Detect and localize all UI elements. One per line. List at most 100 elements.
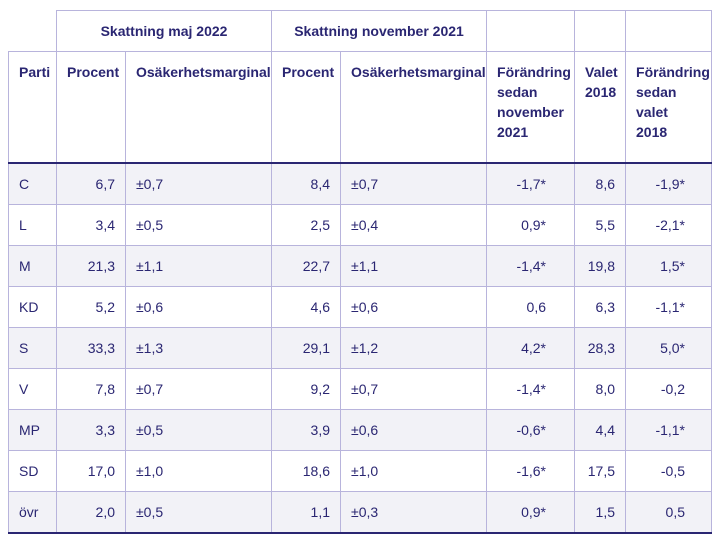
col-header-valet-2018: Valet 2018 (574, 51, 627, 164)
cell-forandring-valet: -2,1* (625, 204, 713, 246)
column-header-row: Parti Procent Osäkerhetsmarginal Procent… (8, 51, 713, 164)
cell-osakerhet-may: ±0,7 (124, 162, 273, 205)
cell-procent-may: 21,3 (56, 245, 126, 287)
cell-forandring-valet: -1,1* (625, 286, 713, 328)
cell-osakerhet-nov: ±0,3 (340, 491, 488, 534)
table-row: MP 3,3 ±0,5 3,9 ±0,6 -0,6* 4,4 -1,1* (8, 409, 713, 451)
table-row: KD 5,2 ±0,6 4,6 ±0,6 0,6 6,3 -1,1* (8, 286, 713, 328)
cell-valet-2018: 8,6 (574, 162, 627, 205)
cell-procent-nov: 8,4 (271, 162, 342, 205)
cell-procent-nov: 3,9 (271, 409, 342, 451)
cell-parti: L (8, 204, 57, 246)
header-blank-cell (8, 10, 57, 52)
cell-forandring-nov: 0,6 (486, 286, 576, 328)
cell-osakerhet-nov: ±0,7 (340, 368, 488, 410)
cell-forandring-nov: -1,7* (486, 162, 576, 205)
cell-valet-2018: 1,5 (574, 491, 627, 534)
cell-parti: V (8, 368, 57, 410)
cell-valet-2018: 4,4 (574, 409, 627, 451)
cell-osakerhet-nov: ±1,2 (340, 327, 488, 369)
table-row: S 33,3 ±1,3 29,1 ±1,2 4,2* 28,3 5,0* (8, 327, 713, 369)
cell-osakerhet-may: ±0,6 (124, 286, 273, 328)
group-header-blank-2 (574, 10, 627, 52)
col-header-procent-may: Procent (56, 51, 126, 164)
col-header-forandring-nov: Förändring sedan november 2021 (486, 51, 576, 164)
cell-procent-may: 6,7 (56, 162, 126, 205)
cell-procent-nov: 9,2 (271, 368, 342, 410)
cell-procent-may: 3,4 (56, 204, 126, 246)
cell-forandring-nov: -1,4* (486, 368, 576, 410)
cell-procent-nov: 22,7 (271, 245, 342, 287)
col-header-osakerhet-may: Osäkerhetsmarginal (124, 51, 273, 164)
cell-osakerhet-may: ±0,5 (124, 491, 273, 534)
cell-parti: MP (8, 409, 57, 451)
cell-forandring-nov: -0,6* (486, 409, 576, 451)
cell-forandring-nov: 0,9* (486, 204, 576, 246)
cell-osakerhet-nov: ±0,6 (340, 286, 488, 328)
cell-osakerhet-may: ±1,1 (124, 245, 273, 287)
cell-procent-may: 2,0 (56, 491, 126, 534)
cell-forandring-valet: 0,5 (625, 491, 713, 534)
cell-procent-nov: 4,6 (271, 286, 342, 328)
cell-valet-2018: 28,3 (574, 327, 627, 369)
cell-parti: KD (8, 286, 57, 328)
cell-valet-2018: 17,5 (574, 450, 627, 492)
cell-parti: C (8, 162, 57, 205)
col-header-procent-nov: Procent (271, 51, 342, 164)
table-row: SD 17,0 ±1,0 18,6 ±1,0 -1,6* 17,5 -0,5 (8, 450, 713, 492)
cell-forandring-valet: 5,0* (625, 327, 713, 369)
cell-valet-2018: 6,3 (574, 286, 627, 328)
cell-procent-may: 17,0 (56, 450, 126, 492)
cell-forandring-nov: 4,2* (486, 327, 576, 369)
cell-parti: SD (8, 450, 57, 492)
cell-osakerhet-nov: ±0,7 (340, 162, 488, 205)
table-row: övr 2,0 ±0,5 1,1 ±0,3 0,9* 1,5 0,5 (8, 491, 713, 534)
cell-procent-nov: 2,5 (271, 204, 342, 246)
col-header-parti: Parti (8, 51, 57, 164)
cell-forandring-valet: 1,5* (625, 245, 713, 287)
cell-forandring-valet: -1,1* (625, 409, 713, 451)
cell-forandring-valet: -1,9* (625, 162, 713, 205)
cell-osakerhet-nov: ±0,4 (340, 204, 488, 246)
cell-osakerhet-may: ±1,3 (124, 327, 273, 369)
cell-parti: övr (8, 491, 57, 534)
cell-osakerhet-may: ±1,0 (124, 450, 273, 492)
cell-procent-may: 33,3 (56, 327, 126, 369)
group-header-blank-1 (486, 10, 576, 52)
table-body: C 6,7 ±0,7 8,4 ±0,7 -1,7* 8,6 -1,9* L 3,4 ±0,5 2,5 ±… (8, 162, 713, 534)
party-estimates-table: Skattning maj 2022 Skattning november 20… (8, 10, 713, 534)
group-header-nov-2021: Skattning november 2021 (271, 10, 488, 52)
col-header-osakerhet-nov: Osäkerhetsmarginal (340, 51, 488, 164)
group-header-may-2022: Skattning maj 2022 (55, 10, 273, 52)
cell-forandring-nov: 0,9* (486, 491, 576, 534)
cell-valet-2018: 19,8 (574, 245, 627, 287)
cell-valet-2018: 8,0 (574, 368, 627, 410)
cell-osakerhet-nov: ±0,6 (340, 409, 488, 451)
table-row: V 7,8 ±0,7 9,2 ±0,7 -1,4* 8,0 -0,2 (8, 368, 713, 410)
cell-procent-may: 5,2 (56, 286, 126, 328)
cell-forandring-valet: -0,2 (625, 368, 713, 410)
group-header-blank-3 (625, 10, 713, 52)
table-row: M 21,3 ±1,1 22,7 ±1,1 -1,4* 19,8 1,5* (8, 245, 713, 287)
cell-osakerhet-nov: ±1,1 (340, 245, 488, 287)
cell-forandring-valet: -0,5 (625, 450, 713, 492)
cell-parti: S (8, 327, 57, 369)
cell-procent-may: 7,8 (56, 368, 126, 410)
cell-osakerhet-may: ±0,5 (124, 204, 273, 246)
group-header-row: Skattning maj 2022 Skattning november 20… (8, 10, 713, 52)
cell-procent-nov: 18,6 (271, 450, 342, 492)
cell-forandring-nov: -1,4* (486, 245, 576, 287)
table-row: C 6,7 ±0,7 8,4 ±0,7 -1,7* 8,6 -1,9* (8, 162, 713, 205)
col-header-forandring-valet: Förändring sedan valet 2018 (625, 51, 713, 164)
results-table-container: Skattning maj 2022 Skattning november 20… (8, 10, 713, 534)
cell-procent-nov: 1,1 (271, 491, 342, 534)
cell-procent-may: 3,3 (56, 409, 126, 451)
cell-osakerhet-may: ±0,7 (124, 368, 273, 410)
cell-osakerhet-may: ±0,5 (124, 409, 273, 451)
cell-osakerhet-nov: ±1,0 (340, 450, 488, 492)
table-row: L 3,4 ±0,5 2,5 ±0,4 0,9* 5,5 -2,1* (8, 204, 713, 246)
cell-procent-nov: 29,1 (271, 327, 342, 369)
cell-forandring-nov: -1,6* (486, 450, 576, 492)
cell-parti: M (8, 245, 57, 287)
cell-valet-2018: 5,5 (574, 204, 627, 246)
